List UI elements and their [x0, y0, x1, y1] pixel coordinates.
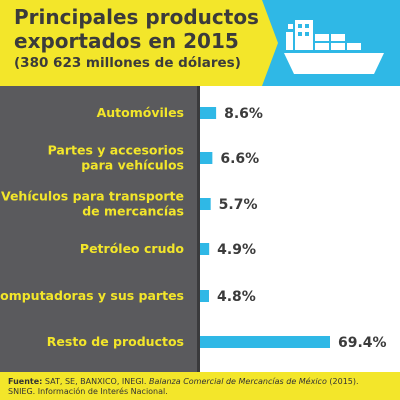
source-note: Fuente: SAT, SE, BANXICO, INEGI. Balanza…: [8, 377, 396, 397]
value-label-3: 4.9%: [217, 242, 256, 258]
category-label-2-1: de mercancías: [82, 204, 184, 219]
cargo-ship-icon: [284, 20, 384, 74]
category-label-0-0: Automóviles: [97, 105, 184, 120]
category-label-1-1: para vehículos: [81, 158, 184, 173]
source-label: Fuente:: [8, 377, 43, 386]
category-label-5-0: Resto de productos: [47, 334, 184, 349]
category-label-3-0: Petróleo crudo: [80, 241, 184, 256]
bar-3: [200, 243, 210, 255]
category-label-1-0: Partes y accesorios: [48, 143, 184, 158]
footer: Fuente: SAT, SE, BANXICO, INEGI. Balanza…: [0, 372, 400, 400]
bar-chart: 8.6% Automóviles 6.6% Partes y accesoriospa…: [0, 105, 387, 351]
bar-0: [200, 107, 217, 119]
value-label-1: 6.6%: [220, 151, 259, 167]
source-publication: Balanza Comercial de Mercancías de Méxic…: [148, 377, 327, 386]
bar-5: [200, 336, 330, 348]
category-label-2-0: Vehículos para transporte: [1, 189, 184, 204]
source-line-2: SNIEG. Información de Interés Nacional.: [8, 387, 168, 396]
axis-divider: [197, 86, 200, 372]
source-text: SAT, SE, BANXICO, INEGI.: [44, 377, 147, 386]
value-label-0: 8.6%: [224, 106, 263, 122]
value-label-2: 5.7%: [219, 197, 258, 213]
title-line-2: exportados en 2015: [14, 29, 239, 53]
title-line-1: Principales productos: [14, 5, 259, 29]
category-label-4-0: Computadoras y sus partes: [0, 288, 184, 303]
bar-4: [200, 290, 209, 302]
subtitle: (380 623 millones de dólares): [14, 55, 241, 71]
value-label-4: 4.8%: [217, 289, 256, 305]
bar-1: [200, 152, 213, 164]
source-year: (2015).: [329, 377, 359, 386]
bar-2: [200, 198, 211, 210]
category-panel: [0, 86, 198, 372]
value-label-5: 69.4%: [338, 335, 387, 351]
